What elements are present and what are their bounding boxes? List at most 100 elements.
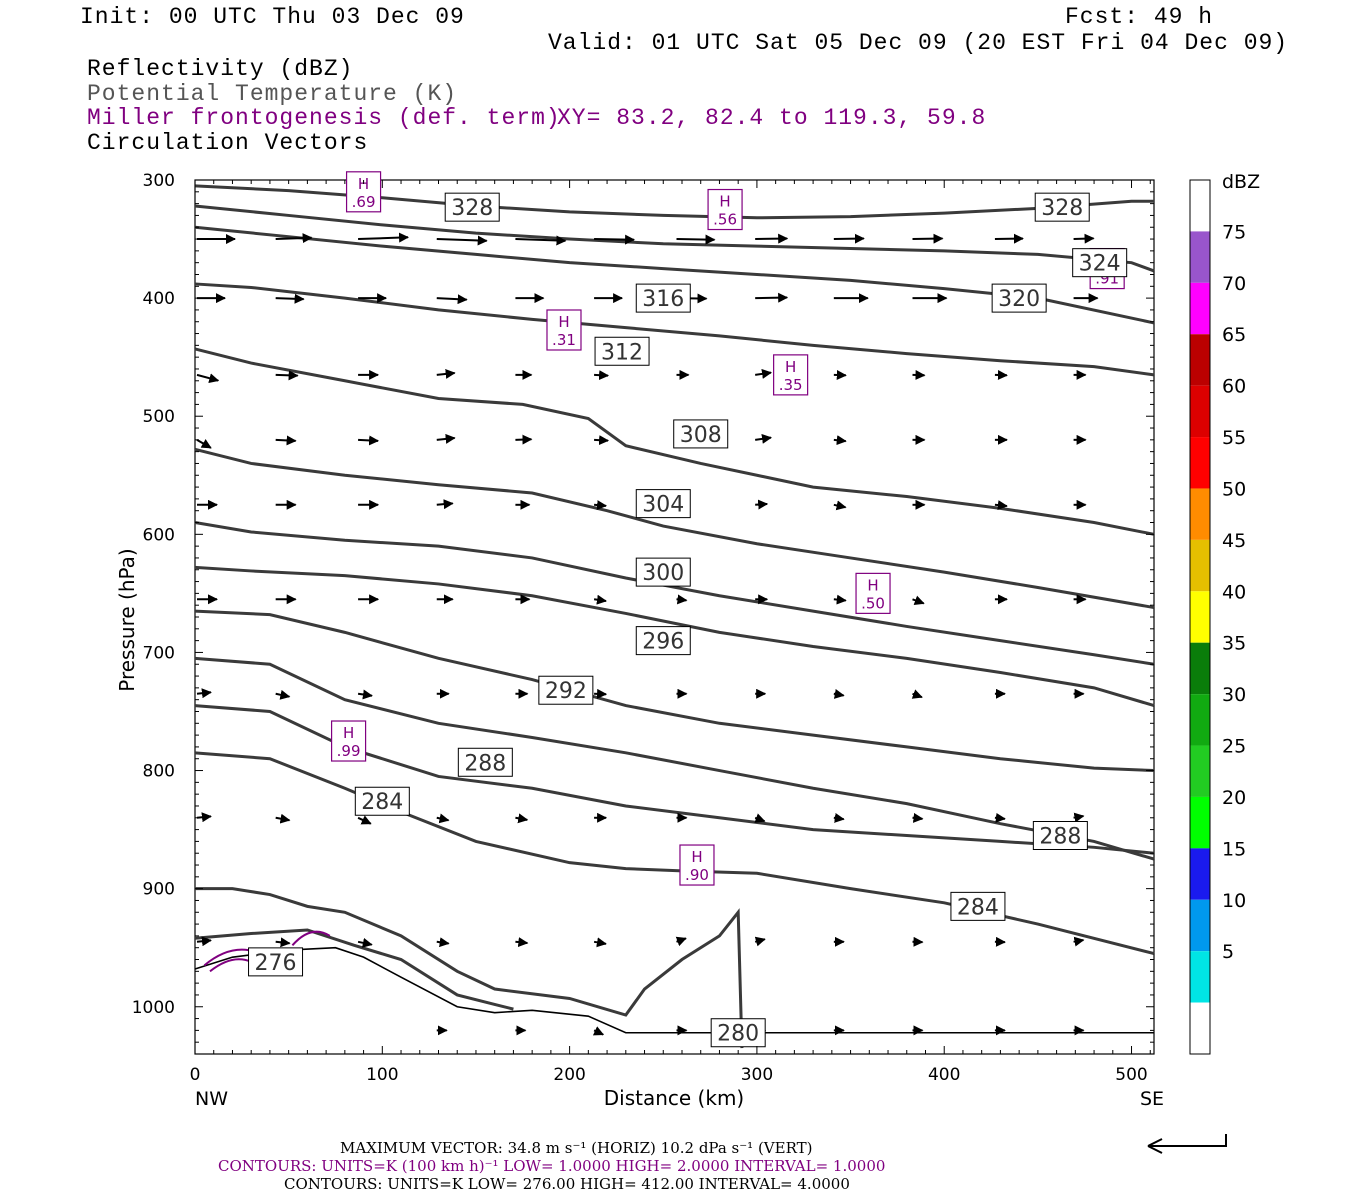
colorbar-level-label: 20: [1222, 787, 1246, 809]
circulation-vector: [755, 433, 773, 444]
theta-label-value: 320: [998, 287, 1040, 312]
circulation-vector: [754, 936, 766, 947]
frontogenesis-label: H: [785, 358, 796, 376]
colorbar-swatch: [1190, 642, 1210, 695]
circulation-vector: [833, 500, 847, 511]
theta-label-box: [248, 947, 304, 977]
max-vector-text: MAXIMUM VECTOR: 34.8 m s⁻¹ (HORIZ) 10.2 …: [340, 1139, 813, 1157]
frontogenesis-box: [855, 572, 891, 614]
theta-contour-308: [194, 447, 1155, 610]
circulation-vector: [275, 233, 313, 244]
theta-label-value: 300: [642, 561, 684, 586]
frontogenesis-label: H: [867, 576, 878, 594]
y-tick-label: 500: [143, 407, 175, 427]
theta-contour-292: [194, 656, 1155, 861]
colorbar-swatch: [1190, 899, 1210, 952]
frontogenesis-maximum: H.31: [546, 309, 582, 351]
colorbar-swatch: [1190, 539, 1210, 592]
theta-label: 288: [457, 747, 513, 777]
circulation-vector: [912, 233, 944, 244]
frontogenesis-maximum: H.50: [855, 572, 891, 614]
theta-label: 296: [635, 626, 691, 656]
frontogenesis-label: H: [691, 848, 702, 866]
theta-contour-312: [194, 347, 1155, 536]
circulation-vector: [593, 937, 607, 948]
frontogenesis-maximum: H.56: [707, 188, 743, 231]
theta-label: 324: [1072, 248, 1128, 278]
theta-contour-324: [194, 204, 1155, 273]
colorbar-level-label: 65: [1222, 324, 1246, 346]
circulation-vector: [755, 292, 789, 303]
circulation-vector: [994, 812, 1006, 823]
theta-label: 312: [594, 336, 650, 366]
theta-label: 288: [1032, 821, 1088, 850]
theta-label-box: [673, 419, 729, 449]
theta-label-box: [1032, 821, 1088, 850]
frontogenesis-maximum: H.69: [345, 171, 382, 213]
colorbar-swatch: [1190, 745, 1210, 797]
colorbar-level-label: 25: [1222, 736, 1246, 758]
circulation-vector: [275, 813, 291, 824]
circulation-vector: [196, 688, 212, 699]
circulation-vector: [675, 936, 687, 947]
circulation-vector: [357, 689, 373, 700]
theta-label-value: 328: [1041, 196, 1083, 221]
reference-vector-icon: [1147, 1134, 1227, 1154]
colorbar-swatch: [1190, 180, 1210, 232]
frontogenesis-label: H: [558, 313, 569, 331]
colorbar-level-label: 55: [1222, 427, 1246, 449]
frontogenesis-maximum: H.35: [773, 354, 809, 396]
theta-label-box: [354, 786, 410, 816]
circulation-vector: [275, 689, 291, 700]
x-axis-end-label: SE: [1140, 1088, 1164, 1110]
theta-label: 276: [248, 947, 304, 977]
frontogenesis-label: H: [343, 724, 354, 742]
circulation-vector: [357, 815, 372, 825]
frontogenesis-contour: [291, 930, 331, 947]
theta-label-value: 296: [642, 630, 684, 655]
theta-label: 300: [635, 557, 691, 587]
circulation-vector: [911, 689, 923, 699]
y-tick-label: 1000: [132, 998, 175, 1018]
frontogenesis-box: [330, 720, 367, 762]
theta-contour-284: [194, 751, 1155, 956]
x-tick-label: 300: [741, 1065, 773, 1085]
x-tick-label: 100: [366, 1065, 398, 1085]
circulation-vector: [754, 813, 766, 823]
circulation-vector: [436, 937, 450, 948]
theta-label-box: [457, 747, 513, 777]
colorbar-swatch: [1190, 488, 1210, 540]
theta-label-value: 280: [717, 1022, 759, 1047]
circulation-vector: [593, 594, 607, 605]
forecast-hour: Fcst: 49 h: [1065, 4, 1214, 30]
theta-label: 284: [950, 891, 1006, 921]
y-tick-label: 600: [143, 525, 175, 545]
theta-label: 308: [673, 419, 729, 449]
init-time: Init: 00 UTC Thu 03 Dec 09: [80, 4, 465, 30]
colorbar-level-label: 40: [1222, 581, 1246, 603]
circulation-vector: [436, 294, 468, 305]
frontogenesis-contour: [209, 958, 252, 973]
circulation-vector: [592, 1026, 605, 1036]
x-axis-start-label: NW: [195, 1088, 228, 1110]
theta-label-box: [444, 192, 500, 222]
x-tick-label: 0: [190, 1065, 201, 1085]
colorbar-level-label: 45: [1222, 530, 1246, 552]
theta-label-value: 324: [1079, 252, 1121, 277]
colorbar-swatch: [1190, 951, 1210, 1003]
circulation-vector: [275, 937, 291, 948]
field-reflectivity: Reflectivity (dBZ): [87, 56, 354, 82]
frontogenesis-contour-info: CONTOURS: UNITS=K (100 km h)⁻¹ LOW= 1.00…: [218, 1157, 886, 1175]
circulation-vector: [436, 368, 456, 379]
circulation-vector: [436, 499, 454, 510]
theta-label-box: [991, 283, 1047, 313]
theta-label: 284: [354, 786, 410, 816]
y-tick-label: 300: [143, 171, 175, 191]
circulation-vector: [833, 689, 845, 699]
colorbar-swatch: [1190, 437, 1210, 489]
circulation-vector: [358, 435, 380, 446]
frontogenesis-box: [546, 309, 582, 351]
theta-label-box: [635, 557, 691, 587]
circulation-vector: [357, 937, 373, 948]
cross-section-chart: H.69H.56H.91H.31H.35H.50H.99H.90 3283283…: [115, 171, 1260, 1110]
